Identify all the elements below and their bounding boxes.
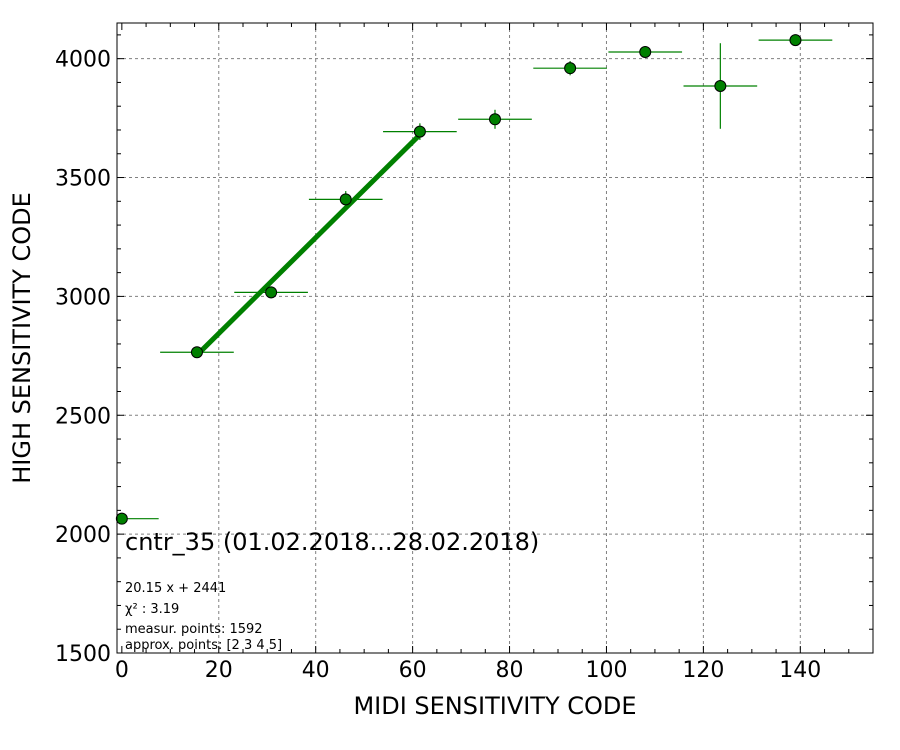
y-tick-label: 2000 — [55, 523, 111, 548]
y-tick-label: 3500 — [55, 167, 111, 192]
x-tick-label: 40 — [302, 658, 330, 683]
data-point — [789, 34, 802, 47]
fit-annotation: 20.15 x + 2441 χ² : 3.19 measur. points:… — [125, 581, 282, 653]
x-axis-label: MIDI SENSITIVITY CODE — [353, 692, 636, 720]
data-point — [714, 80, 727, 92]
y-tick-labels: 1500 2000 2500 3000 3500 4000 — [55, 48, 111, 667]
measured-points: measur. points: 1592 — [125, 622, 263, 637]
data-point — [265, 286, 278, 299]
fit-line — [195, 132, 422, 357]
y-tick-label: 4000 — [55, 48, 111, 73]
y-axis-label: HIGH SENSITIVITY CODE — [8, 192, 36, 484]
fit-layer — [195, 132, 422, 357]
chart-title: cntr_35 (01.02.2018...28.02.2018) — [125, 528, 539, 556]
x-tick-label: 20 — [205, 658, 233, 683]
data-point — [639, 46, 652, 59]
data-points — [115, 34, 802, 525]
minor-ticks — [117, 23, 874, 653]
x-tick-label: 120 — [682, 658, 724, 683]
x-tick-labels: 0 20 40 60 80 100 120 140 — [115, 658, 821, 683]
x-tick-label: 100 — [585, 658, 627, 683]
data-point — [339, 193, 352, 206]
fit-equation: 20.15 x + 2441 — [125, 581, 226, 596]
data-point — [564, 62, 577, 75]
data-point — [190, 346, 203, 359]
approx-points: approx. points: [2 3 4 5] — [125, 638, 282, 653]
x-tick-label: 80 — [496, 658, 524, 683]
y-tick-label: 1500 — [55, 642, 111, 667]
x-tick-label: 60 — [399, 658, 427, 683]
y-tick-label: 2500 — [55, 404, 111, 429]
x-tick-label: 0 — [115, 658, 129, 683]
x-tick-label: 140 — [779, 658, 821, 683]
chi-square: χ² : 3.19 — [125, 602, 179, 617]
y-tick-label: 3000 — [55, 285, 111, 310]
data-point — [489, 113, 501, 126]
data-point — [413, 125, 426, 138]
data-point — [115, 512, 128, 525]
plot-frame — [116, 22, 874, 654]
grid — [117, 23, 873, 653]
